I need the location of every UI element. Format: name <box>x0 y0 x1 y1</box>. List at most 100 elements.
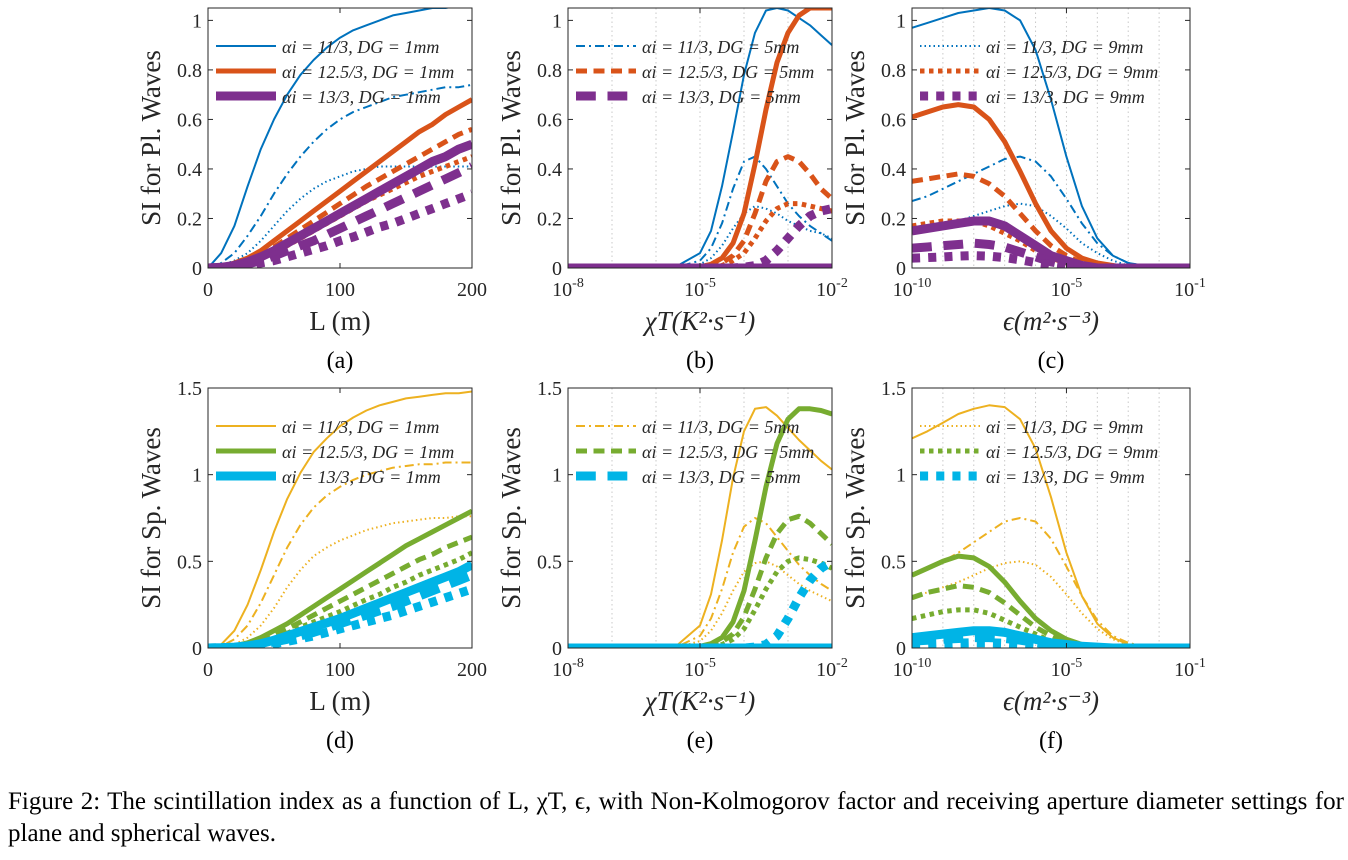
panel-label: (b) <box>686 348 714 374</box>
y-tick-label: 0.2 <box>177 208 202 230</box>
x-tick-label: 10-10 <box>893 656 932 681</box>
y-tick-label: 0.6 <box>177 109 202 131</box>
legend-entry-label: αi = 12.5/3, DG = 9mm <box>986 442 1158 462</box>
legend-entry-label: αi = 13/3, DG = 9mm <box>986 87 1145 107</box>
series-line <box>208 83 472 268</box>
chart-panel-e: 0 0.5 1 1.5 10-8 10-5 10-2 χT(K²·s⁻¹) SI for Sp.… <box>496 378 848 754</box>
legend: αi = 11/3, DG = 1mm αi = 12.5/3, DG = 1mm… <box>216 37 454 107</box>
y-tick-label: 0.4 <box>177 159 202 181</box>
series-line <box>208 189 472 268</box>
series-line <box>208 584 472 648</box>
legend-entry-label: αi = 13/3, DG = 5mm <box>642 467 801 487</box>
x-axis-label: ϵ(m²·s⁻³) <box>1003 306 1099 336</box>
y-tick-label: 0.6 <box>881 109 906 131</box>
y-tick-label: 1 <box>896 10 906 32</box>
y-tick-label: 0 <box>552 258 562 280</box>
chart-panel-d: 0 0.5 1 1.5 0 100 200 L (m) SI for Sp. Waves (d) α… <box>136 378 487 754</box>
y-tick-label: 0.5 <box>177 551 202 573</box>
y-tick-label: 0.4 <box>537 159 562 181</box>
y-tick-label: 1 <box>192 10 202 32</box>
series-group <box>568 8 832 268</box>
series-line <box>568 155 832 268</box>
y-axis-label: SI for Pl. Waves <box>496 50 526 226</box>
series-line <box>568 154 832 268</box>
y-tick-label: 1.5 <box>881 378 906 400</box>
legend-entry-label: αi = 13/3, DG = 1mm <box>282 87 441 107</box>
figure-2-scintillation-panels: 0 0.2 0.4 0.6 0.8 1 0 100 200 L (m) SI for Pl. Wav… <box>136 7 1206 754</box>
series-group <box>912 404 1190 648</box>
chart-panel-a: 0 0.2 0.4 0.6 0.8 1 0 100 200 L (m) SI for Pl. Wav… <box>136 7 487 374</box>
plot-area <box>912 388 1190 648</box>
y-axis-label: SI for Sp. Waves <box>496 427 526 609</box>
y-tick-label: 0.6 <box>537 109 562 131</box>
y-tick-label: 1.5 <box>537 378 562 400</box>
legend-entry-label: αi = 12.5/3, DG = 1mm <box>282 442 454 462</box>
panel-label: (f) <box>1039 728 1063 754</box>
y-axis-label: SI for Pl. Waves <box>840 50 870 226</box>
x-tick-label: 10-5 <box>1051 656 1083 681</box>
x-axis-label: L (m) <box>309 306 370 336</box>
series-line <box>568 201 832 268</box>
panel-label: (d) <box>326 728 354 754</box>
series-group <box>208 390 472 648</box>
legend: αi = 11/3, DG = 1mm αi = 12.5/3, DG = 1mm… <box>216 417 454 487</box>
x-axis-label: χT(K²·s⁻¹) <box>642 306 756 336</box>
legend-entry-label: αi = 12.5/3, DG = 5mm <box>642 442 814 462</box>
y-tick-label: 0.4 <box>881 159 906 181</box>
y-tick-label: 0 <box>192 638 202 660</box>
x-axis-label: ϵ(m²·s⁻³) <box>1003 686 1099 716</box>
x-tick-label: 10-2 <box>816 656 848 681</box>
y-tick-label: 0.2 <box>881 208 906 230</box>
legend-entry-label: αi = 11/3, DG = 5mm <box>642 417 799 437</box>
x-tick-label: 10-1 <box>1174 656 1206 681</box>
series-line <box>912 238 1190 268</box>
y-tick-label: 0.2 <box>537 208 562 230</box>
panel-label: (a) <box>327 348 354 374</box>
y-tick-label: 1.5 <box>177 378 202 400</box>
series-line <box>568 560 832 648</box>
series-line <box>912 102 1190 268</box>
series-line <box>208 550 472 648</box>
series-line <box>912 216 1190 268</box>
x-tick-label: 200 <box>457 279 487 301</box>
y-tick-label: 0.8 <box>177 60 202 82</box>
y-tick-label: 1 <box>552 465 562 487</box>
x-tick-label: 10-2 <box>816 276 848 301</box>
legend-entry-label: αi = 11/3, DG = 5mm <box>642 37 799 57</box>
series-line <box>208 461 472 648</box>
x-axis-label: χT(K²·s⁻¹) <box>642 686 756 716</box>
x-tick-label: 10-5 <box>684 276 716 301</box>
chart-panel-b: 0 0.2 0.4 0.6 0.8 1 10-8 10-5 10-2 χT(K²·s⁻¹) SI f… <box>496 7 848 374</box>
series-line <box>568 517 832 648</box>
y-tick-label: 0 <box>896 638 906 660</box>
y-tick-label: 1 <box>552 10 562 32</box>
x-tick-label: 10-5 <box>1051 276 1083 301</box>
series-group <box>912 8 1190 268</box>
y-tick-label: 1 <box>896 465 906 487</box>
legend-entry-label: αi = 13/3, DG = 5mm <box>642 87 801 107</box>
series-line <box>568 204 832 268</box>
y-axis-label: SI for Sp. Waves <box>136 427 166 609</box>
legend-entry-label: αi = 11/3, DG = 1mm <box>282 417 439 437</box>
legend: αi = 11/3, DG = 5mm αi = 12.5/3, DG = 5mm… <box>576 417 814 487</box>
legend-entry-label: αi = 11/3, DG = 9mm <box>986 417 1143 437</box>
x-tick-label: 10-8 <box>552 656 584 681</box>
legend-entry-label: αi = 12.5/3, DG = 1mm <box>282 62 454 82</box>
series-line <box>208 571 472 648</box>
x-tick-label: 10-10 <box>893 276 932 301</box>
panel-label: (c) <box>1038 348 1065 374</box>
y-tick-label: 0.5 <box>881 551 906 573</box>
y-tick-label: 0.5 <box>537 551 562 573</box>
x-tick-label: 100 <box>325 659 355 681</box>
chart-panel-f: 0 0.5 1 1.5 10-10 10-5 10-1 ϵ(m²·s⁻³) SI for Sp.… <box>840 378 1206 754</box>
axes-frame <box>911 7 1191 269</box>
series-line <box>568 406 832 648</box>
y-axis-label: SI for Sp. Waves <box>840 427 870 609</box>
legend: αi = 11/3, DG = 9mm αi = 12.5/3, DG = 9mm… <box>920 37 1158 107</box>
y-tick-label: 0.8 <box>537 60 562 82</box>
series-line <box>208 390 472 648</box>
series-line <box>912 560 1190 648</box>
x-tick-label: 10-1 <box>1174 276 1206 301</box>
legend-entry-label: αi = 13/3, DG = 9mm <box>986 467 1145 487</box>
x-axis-label: L (m) <box>309 686 370 716</box>
